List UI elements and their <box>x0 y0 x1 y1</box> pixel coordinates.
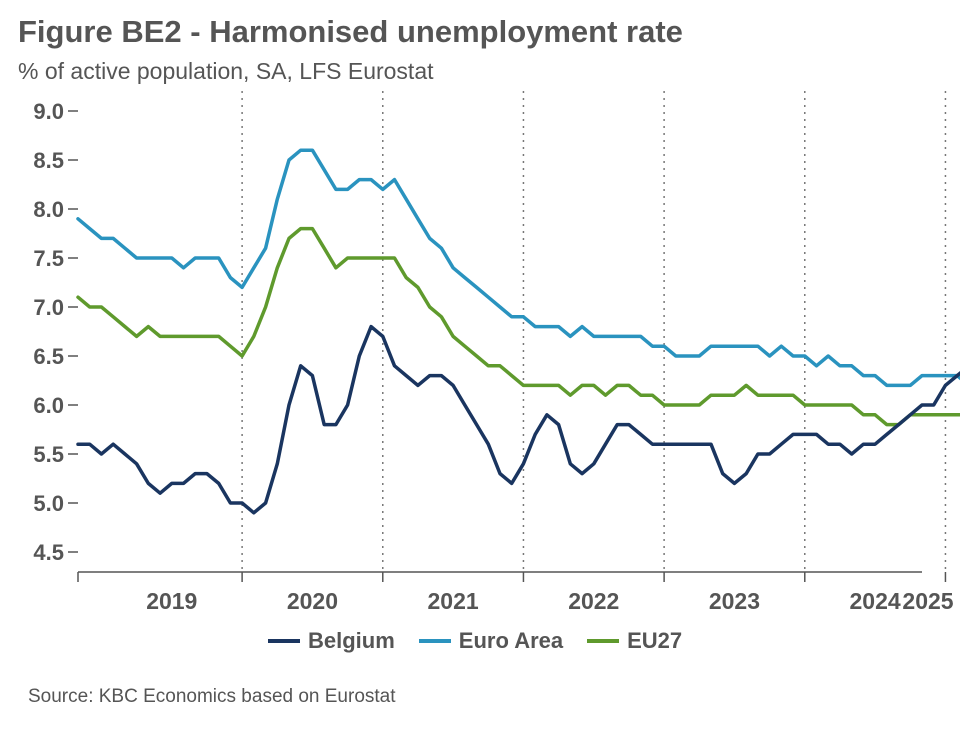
x-tick-label: 2023 <box>709 588 760 614</box>
x-tick-label: 2019 <box>146 588 197 614</box>
x-tick-label: 2021 <box>428 588 479 614</box>
legend-label-euro-area: Euro Area <box>458 628 564 653</box>
y-tick-label: 6.5 <box>33 344 64 369</box>
y-tick-label: 5.5 <box>33 442 64 467</box>
x-tick-label: 2025 <box>902 588 953 614</box>
x-tick-label: 2022 <box>568 588 619 614</box>
series-line-euro-area <box>76 148 960 388</box>
series-line-eu27 <box>76 226 960 427</box>
legend-item-eu27: EU27 <box>587 628 682 654</box>
y-tick-label: 9.0 <box>33 99 64 124</box>
y-tick-label: 7.0 <box>33 295 64 320</box>
legend-item-euro-area: Euro Area <box>418 628 564 654</box>
y-tick-label: 6.0 <box>33 393 64 418</box>
legend-label-belgium: Belgium <box>308 628 395 653</box>
legend-swatch-eu27 <box>587 639 620 643</box>
legend-item-belgium: Belgium <box>268 628 395 654</box>
legend-label-eu27: EU27 <box>627 628 683 653</box>
x-axis: 2019 2020 2021 2022 2023 2024 2025 <box>77 571 954 614</box>
series-line-belgium <box>76 324 960 515</box>
y-axis: 9.0 8.5 8.0 7.5 7.0 6.5 6.0 5.5 5.0 4.5 <box>33 99 78 565</box>
chart-subtitle: % of active population, SA, LFS Eurostat <box>18 58 434 84</box>
chart-title: Figure BE2 - Harmonised unemployment rat… <box>18 14 683 49</box>
y-tick-label: 8.0 <box>33 197 64 222</box>
source-note: Source: KBC Economics based on Eurostat <box>28 686 396 707</box>
legend-swatch-euro-area <box>418 639 451 643</box>
gridlines <box>241 91 947 572</box>
series-lines <box>76 148 960 515</box>
x-tick-label: 2020 <box>287 588 338 614</box>
y-tick-label: 7.5 <box>33 246 64 271</box>
legend: Belgium Euro Area EU27 <box>268 628 682 654</box>
y-tick-label: 5.0 <box>33 491 64 516</box>
x-tick-label: 2024 <box>850 588 901 614</box>
y-tick-label: 8.5 <box>33 148 64 173</box>
legend-swatch-belgium <box>268 639 300 643</box>
y-tick-label: 4.5 <box>33 540 64 565</box>
